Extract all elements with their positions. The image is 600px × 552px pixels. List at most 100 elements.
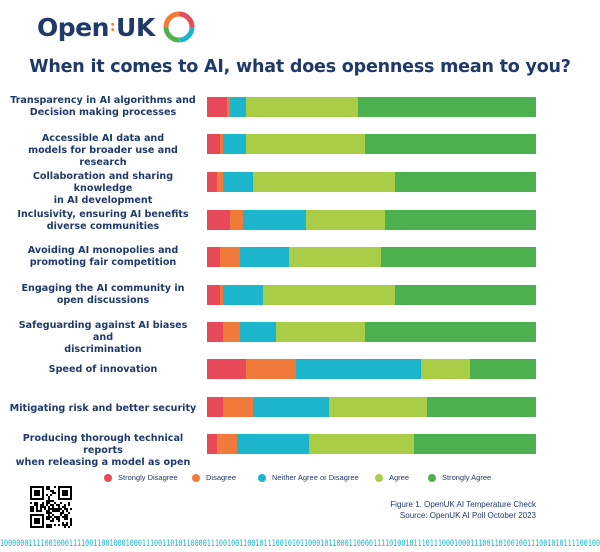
bar-segment: [384, 210, 536, 230]
bar-row: [207, 322, 536, 342]
qr-module: [64, 524, 66, 526]
bar-segment: [470, 359, 536, 379]
qr-module: [52, 506, 54, 508]
qr-module: [50, 526, 52, 528]
qr-module: [54, 502, 56, 504]
category-label: Inclusivity, ensuring AI benefits diverse…: [8, 209, 198, 233]
qr-module: [56, 518, 58, 520]
bar-segment: [276, 322, 365, 342]
category-label-line: models for broader use and research: [28, 145, 178, 168]
bar-segment: [262, 285, 395, 305]
legend-swatch: [258, 473, 266, 482]
legend-label: Disagree: [206, 473, 237, 482]
category-label-line: Inclusivity, ensuring AI benefits: [17, 209, 189, 220]
bar-segment: [207, 247, 221, 267]
qr-module: [30, 508, 32, 510]
bar-segment: [381, 247, 536, 267]
category-label: Avoiding AI monopolies and promoting fair…: [8, 245, 198, 269]
qr-module: [58, 506, 60, 508]
qr-module: [66, 514, 68, 516]
qr-module: [58, 508, 60, 510]
qr-module: [70, 520, 72, 522]
category-label-line: when releasing a model as open: [15, 457, 191, 468]
qr-module: [54, 486, 56, 488]
bar-segment: [253, 397, 329, 417]
bar-row: [207, 359, 536, 379]
qr-module: [62, 524, 64, 526]
qr-module: [62, 510, 64, 512]
legend-label: Agree: [389, 473, 410, 482]
qr-module: [48, 486, 50, 488]
qr-module: [52, 500, 54, 502]
bar-segment: [207, 434, 217, 454]
qr-module: [66, 518, 68, 520]
legend-swatch: [192, 473, 200, 482]
bar-segment: [207, 172, 217, 192]
qr-module: [46, 512, 48, 514]
qr-module: [62, 522, 64, 524]
binary-footer-decoration: 1000000111100100011110011001000100011100…: [0, 539, 600, 549]
qr-module: [50, 490, 52, 492]
qr-module: [62, 512, 64, 514]
bar-segment: [239, 247, 290, 267]
legend-swatch: [428, 473, 436, 482]
qr-module: [46, 494, 48, 496]
qr-module: [50, 504, 52, 506]
qr-module: [48, 514, 50, 516]
category-label-line: Engaging the AI community in: [21, 283, 185, 294]
qr-module: [34, 502, 36, 504]
qr-module: [70, 508, 72, 510]
category-label: Collaboration and sharing knowledge in AI…: [8, 171, 198, 207]
bar-segment: [207, 359, 247, 379]
qr-module: [34, 518, 40, 524]
bar-segment: [207, 97, 227, 117]
qr-module: [60, 502, 62, 504]
qr-module: [60, 514, 62, 516]
qr-module: [64, 526, 66, 528]
qr-module: [64, 508, 66, 510]
bar-segment: [223, 285, 263, 305]
bar-segment: [289, 247, 382, 267]
qr-module: [64, 506, 66, 508]
legend-label: Strongly Disagree: [118, 473, 178, 482]
qr-module: [68, 512, 70, 514]
logo-text-uk: UK: [116, 12, 155, 42]
bar-segment: [223, 397, 254, 417]
qr-module: [58, 518, 60, 520]
qr-module: [48, 526, 50, 528]
bar-segment: [223, 134, 247, 154]
bar-segment: [246, 97, 359, 117]
qr-module: [66, 510, 68, 512]
qr-module: [40, 508, 42, 510]
qr-module: [36, 506, 38, 508]
category-label-line: Speed of innovation: [48, 364, 158, 375]
figure-caption: Figure 1. OpenUK AI Temperature Check So…: [390, 499, 536, 521]
bar-segment: [364, 134, 536, 154]
qr-module: [54, 510, 56, 512]
qr-module: [46, 502, 48, 504]
qr-module: [32, 510, 34, 512]
bar-segment: [207, 397, 224, 417]
bar-segment: [216, 172, 224, 192]
qr-module: [48, 496, 50, 498]
qr-module: [60, 508, 62, 510]
qr-module: [46, 516, 48, 518]
bar-segment: [220, 134, 224, 154]
qr-module: [58, 510, 60, 512]
bar-segment: [358, 97, 536, 117]
qr-module: [46, 500, 48, 502]
caption-line-2: Source: OpenUK AI Poll October 2023: [399, 511, 536, 520]
qr-module: [42, 504, 44, 506]
category-label-line: diverse communities: [46, 221, 160, 232]
qr-module: [66, 522, 68, 524]
category-label: Mitigating risk and better security: [8, 403, 198, 415]
bar-segment: [246, 134, 365, 154]
bar-segment: [305, 210, 385, 230]
bar-segment: [230, 97, 247, 117]
bar-segment: [364, 322, 536, 342]
qr-module: [52, 510, 54, 512]
bar-segment: [295, 359, 421, 379]
binary-text: 1000000111100100011110011001000100011100…: [0, 539, 600, 549]
bar-segment: [226, 97, 231, 117]
qr-module: [48, 488, 50, 490]
